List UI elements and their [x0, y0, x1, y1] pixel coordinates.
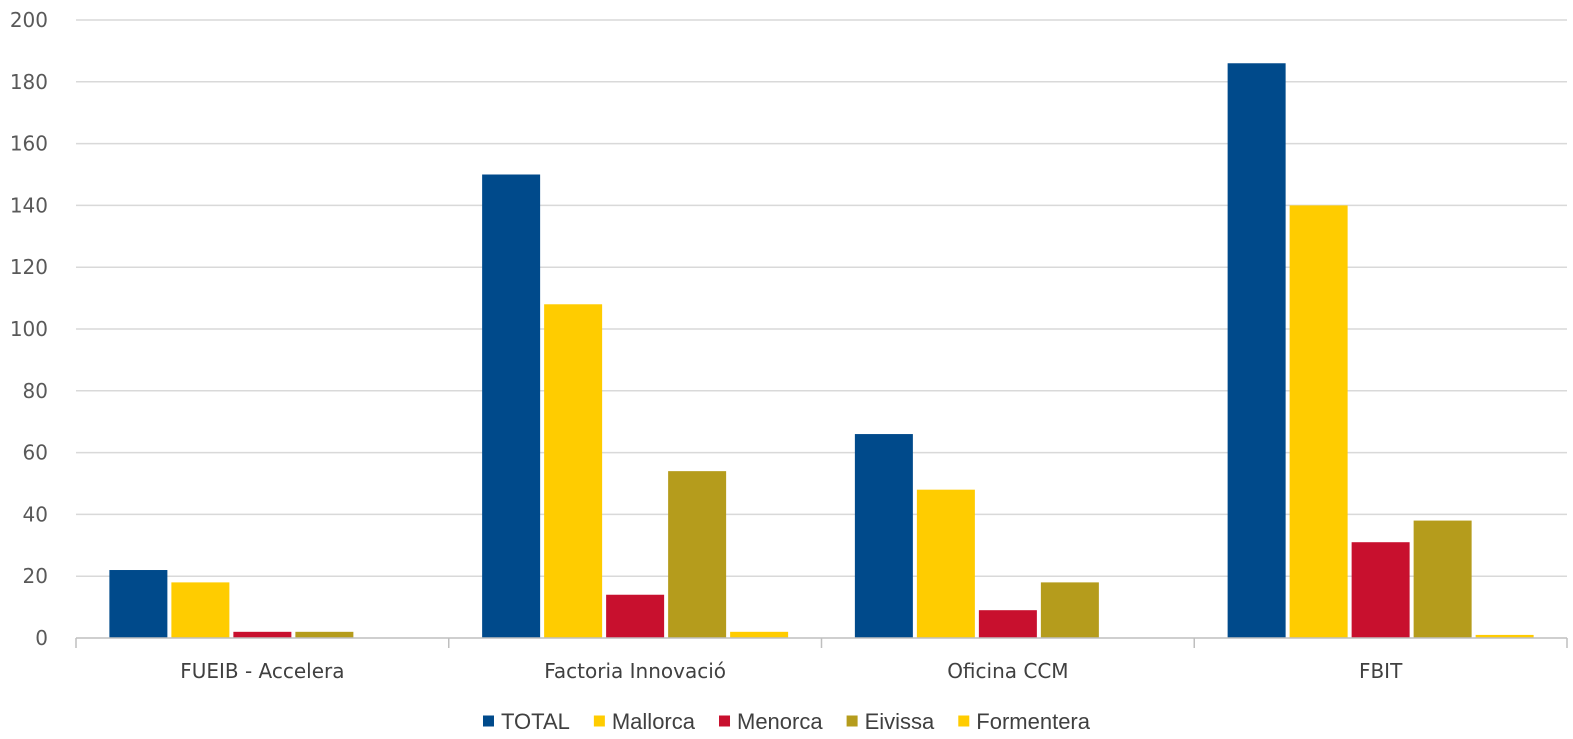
bar-eivissa-3	[1413, 520, 1472, 638]
bar-mallorca-0	[171, 582, 230, 638]
y-tick-label: 120	[10, 255, 48, 279]
gridlines	[76, 19, 1567, 577]
y-tick-label: 60	[23, 441, 48, 465]
legend-swatch-mallorca	[593, 715, 605, 727]
y-tick-label: 0	[35, 626, 48, 650]
legend-swatch-eivissa	[846, 715, 858, 727]
x-category-label: Factoria Innovació	[544, 659, 726, 683]
y-tick-label: 180	[10, 70, 48, 94]
bar-total-0	[109, 570, 168, 638]
y-tick-label: 40	[23, 502, 48, 526]
y-tick-label: 100	[10, 317, 48, 341]
bar-formentera-3	[1475, 634, 1534, 638]
bar-menorca-1	[606, 594, 665, 638]
legend-swatch-formentera	[958, 715, 970, 727]
bar-mallorca-1	[544, 304, 603, 638]
bar-menorca-2	[978, 610, 1037, 638]
y-tick-label: 160	[10, 132, 48, 156]
bar-total-2	[854, 434, 913, 638]
bar-eivissa-2	[1040, 582, 1099, 638]
legend-swatch-menorca	[719, 715, 731, 727]
bar-eivissa-0	[295, 631, 354, 638]
legend-label-total: TOTAL	[501, 709, 570, 734]
y-tick-label: 20	[23, 564, 48, 588]
legend-label-mallorca: Mallorca	[612, 709, 696, 734]
legend-label-menorca: Menorca	[737, 709, 823, 734]
bars	[109, 63, 1534, 638]
y-tick-label: 200	[10, 8, 48, 32]
x-category-label: FUEIB - Accelera	[180, 659, 344, 683]
legend-label-eivissa: Eivissa	[865, 709, 935, 734]
bar-formentera-1	[730, 631, 789, 638]
x-category-label: FBIT	[1359, 659, 1403, 683]
bar-eivissa-1	[668, 471, 727, 638]
y-tick-label: 140	[10, 193, 48, 217]
bar-total-1	[482, 174, 541, 638]
bar-mallorca-3	[1289, 205, 1348, 638]
legend: TOTAL Mallorca Menorca Eivissa Formentera	[482, 709, 1091, 734]
bar-total-3	[1227, 63, 1286, 638]
bar-mallorca-2	[916, 489, 975, 638]
x-axis: FUEIB - Accelera Factoria Innovació Oficin…	[75, 637, 1568, 683]
x-category-label: Oficina CCM	[947, 659, 1068, 683]
legend-swatch-total	[482, 715, 494, 727]
bar-menorca-0	[233, 631, 292, 638]
bar-menorca-3	[1351, 542, 1410, 638]
y-axis: 0 20 40 60 80 100 120 140 160 180 200	[10, 8, 48, 650]
legend-label-formentera: Formentera	[976, 709, 1090, 734]
y-tick-label: 80	[23, 379, 48, 403]
